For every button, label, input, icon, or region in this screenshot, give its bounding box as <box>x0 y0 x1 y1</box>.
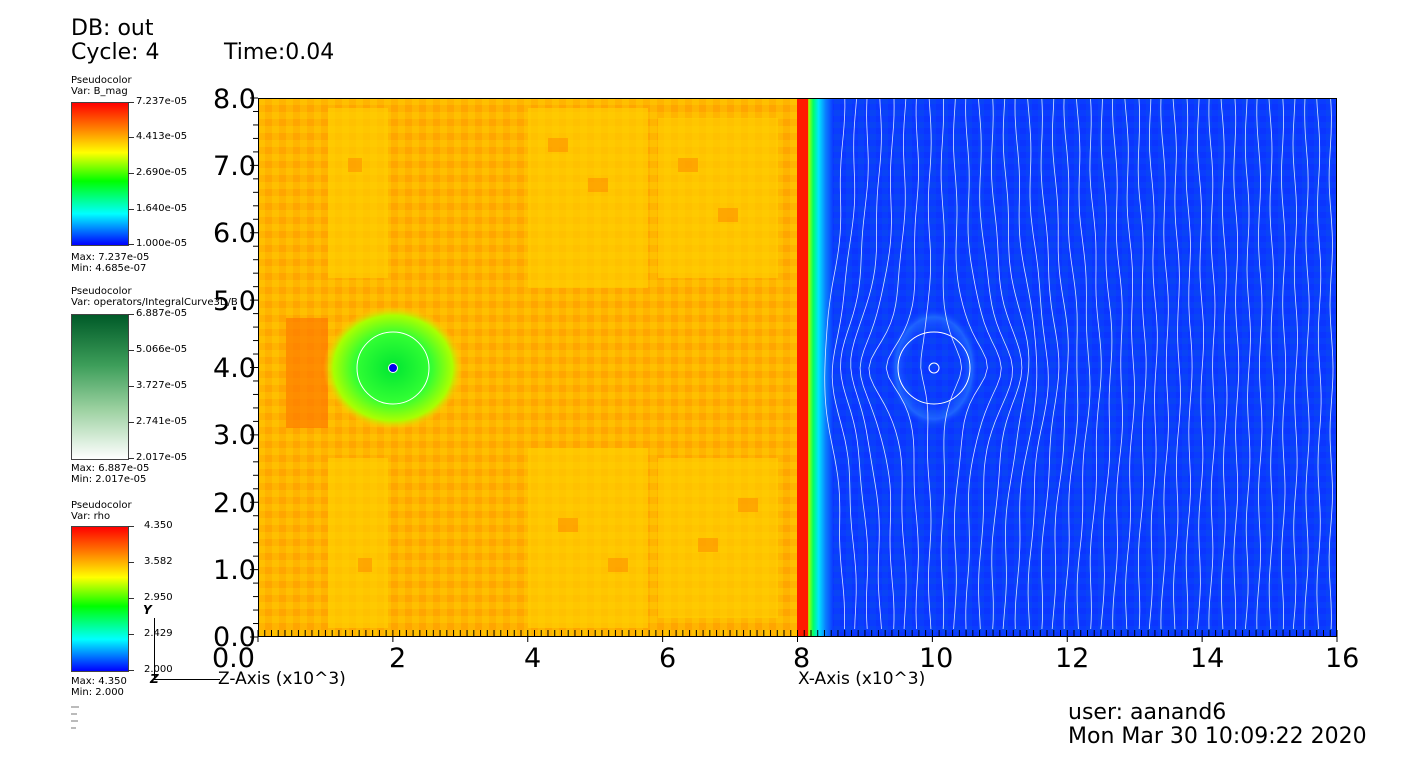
tiny-annotation <box>71 727 76 729</box>
legend-max: Max: 6.887e-05 <box>71 463 150 474</box>
legend-var: Var: rho <box>71 511 111 522</box>
field-lines <box>824 98 1334 630</box>
cycle-label: Cycle: 4 <box>71 40 160 65</box>
y-tick-label: 3.0 <box>213 420 256 451</box>
y-tick-label: 4.0 <box>213 353 256 384</box>
tiny-annotation <box>71 713 77 715</box>
legend-tick: 1.000e-05 <box>136 238 188 249</box>
y-tick-label: 8.0 <box>213 84 256 115</box>
legend-max: Max: 4.350 <box>71 676 127 687</box>
transition-strip <box>797 98 833 637</box>
z-axis-title: Z-Axis (x10^3) <box>218 669 346 689</box>
y-tick-label: 0.0 <box>213 622 256 653</box>
colorbar <box>71 526 129 672</box>
x-tick-label: 14 <box>1190 643 1225 674</box>
colorbar <box>71 314 129 460</box>
plot-area <box>258 98 1337 637</box>
x-tick-label: 0.0 <box>212 643 255 674</box>
legend-tick: 2.429 <box>144 628 173 639</box>
legend-tick: 3.727e-05 <box>136 380 188 391</box>
legend-title: Pseudocolor <box>71 75 132 86</box>
x-axis-ticks <box>257 630 1338 642</box>
tiny-annotation <box>71 706 79 708</box>
y-tick-label: 5.0 <box>213 286 256 317</box>
y-tick-label: 1.0 <box>213 555 256 586</box>
legend-tick: 5.066e-05 <box>136 344 188 355</box>
legend-tick: 1.640e-05 <box>136 203 188 214</box>
legend-min: Min: 4.685e-07 <box>71 263 147 274</box>
date-label: Mon Mar 30 10:09:22 2020 <box>1068 724 1367 749</box>
legend-tick: 7.237e-05 <box>136 96 188 107</box>
triad-z-label: Z <box>150 672 159 686</box>
legend-tick: 3.582 <box>144 556 173 567</box>
x-tick-label: 8 <box>793 643 811 674</box>
x-tick-label: 4 <box>524 643 542 674</box>
x-tick-label: 12 <box>1055 643 1090 674</box>
legend-tick: 2.741e-05 <box>136 416 188 427</box>
sphere-center-right <box>928 362 940 374</box>
sphere-center-marker <box>388 363 398 373</box>
plot-svg <box>258 98 1337 637</box>
x-tick-label: 16 <box>1325 643 1360 674</box>
legend-var: Var: B_mag <box>71 86 128 97</box>
sphere-outline-right <box>897 331 971 405</box>
triad-y-label: Y <box>143 603 152 617</box>
legend-tick: 2.950 <box>144 592 173 603</box>
legend-var: Var: operators/IntegralCurve3D/B <box>71 297 238 308</box>
legend-min: Min: 2.000 <box>71 687 124 698</box>
legend-tick: 6.887e-05 <box>136 308 188 319</box>
legend-min: Min: 2.017e-05 <box>71 474 147 485</box>
y-tick-label: 6.0 <box>213 218 256 249</box>
legend-tick: 2.000 <box>144 664 173 675</box>
legend-tick: 2.017e-05 <box>136 452 188 463</box>
x-axis-title: X-Axis (x10^3) <box>798 669 926 689</box>
legend-tick: 2.690e-05 <box>136 167 188 178</box>
x-tick-label: 10 <box>919 643 954 674</box>
y-axis-ticks <box>250 97 258 638</box>
y-tick-label: 7.0 <box>213 151 256 182</box>
legend-tick: 4.413e-05 <box>136 131 188 142</box>
user-label: user: aanand6 <box>1068 700 1227 725</box>
sphere-outline <box>356 331 430 405</box>
x-tick-label: 2 <box>389 643 407 674</box>
y-tick-label: 2.0 <box>213 488 256 519</box>
legend-title: Pseudocolor <box>71 500 132 511</box>
tiny-annotation <box>71 720 78 722</box>
legend-title: Pseudocolor <box>71 286 132 297</box>
database-label: DB: out <box>71 16 154 41</box>
time-label: Time:0.04 <box>224 40 335 65</box>
legend-max: Max: 7.237e-05 <box>71 252 150 263</box>
x-tick-label: 6 <box>659 643 677 674</box>
colorbar <box>71 102 129 246</box>
legend-tick: 4.350 <box>144 520 173 531</box>
